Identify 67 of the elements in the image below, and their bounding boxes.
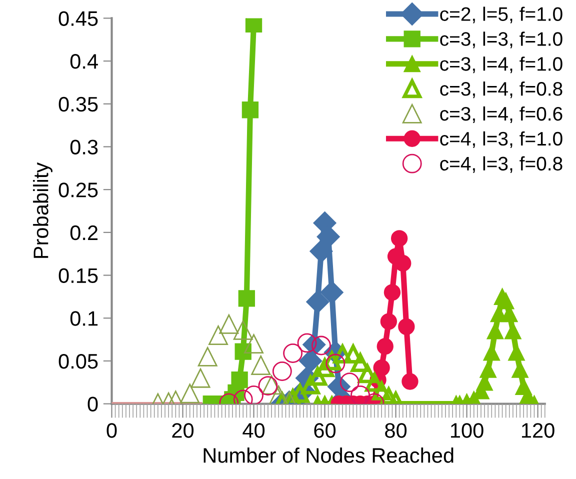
x-tick-label: 80 [385,423,407,438]
x-axis-title: Number of Nodes Reached [204,448,454,463]
point [398,318,415,336]
x-tick-label: 40 [242,423,265,438]
point [190,368,210,388]
point [350,386,370,404]
y-tick-label: 0.25 [58,182,98,198]
point [373,359,390,376]
point [306,290,330,314]
point [320,280,344,304]
point [512,361,528,378]
point [358,364,377,384]
point [290,384,310,403]
point [251,356,271,375]
point [244,386,264,404]
point [402,373,418,390]
point [310,240,333,263]
point [283,344,303,363]
point [198,346,218,366]
x-tick-label: 120 [522,423,554,438]
legend-label: c=3, l=3, f=1.0 [440,32,562,48]
point [326,354,346,374]
point [272,362,292,381]
point [208,326,228,345]
point [340,372,360,392]
x-tick-label: 0 [106,423,117,438]
point [219,314,239,334]
y-tick-label: 0 [88,396,98,412]
x-tick-label: 60 [314,423,336,438]
point [480,361,496,378]
legend-label: c=3, l=4, f=0.8 [440,81,562,98]
legend-label: c=3, l=4, f=0.6 [440,106,562,124]
point [233,320,253,340]
point [390,230,408,247]
y-tick-label: 0.4 [70,54,98,69]
point [245,18,262,33]
y-tick-label: 0.35 [58,96,98,112]
point [350,353,370,372]
y-tick-label: 0.3 [70,140,98,154]
point [262,375,282,395]
x-tick-label: 20 [172,423,194,438]
legend-label: c=3, l=4, f=1.0 [440,56,562,74]
legend-label: c=4, l=3, f=1.0 [440,131,562,148]
point [486,322,504,340]
point [231,371,248,388]
x-tick-label: 100 [450,423,484,438]
y-axis-title: Probability [33,162,52,258]
point [380,313,398,330]
point [242,102,259,118]
y-tick-label: 0.1 [70,311,98,326]
y-tick-label: 0.2 [70,225,98,240]
point [297,333,317,353]
y-tick-label: 0.15 [58,268,98,284]
point [244,334,264,354]
legend-label: c=2, l=5, f=1.0 [440,6,562,24]
point [508,344,525,361]
point [238,290,255,307]
legend-label: c=4, l=3, f=0.8 [440,156,562,173]
point [311,336,331,356]
point [180,384,200,404]
point [384,284,401,301]
y-tick-label: 0.05 [58,354,98,369]
point [504,322,522,340]
point [344,344,363,364]
y-tick-label: 0.45 [58,11,98,26]
point [376,338,394,355]
point [258,376,278,396]
